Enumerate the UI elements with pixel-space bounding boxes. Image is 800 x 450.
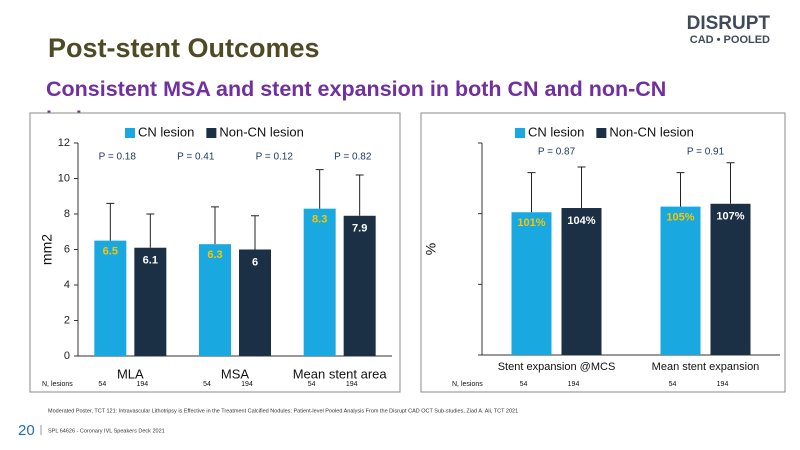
error-bar [676, 172, 685, 207]
error-bar [251, 215, 259, 250]
value-label: 6.1 [143, 255, 158, 267]
n-value: 54 [203, 381, 211, 388]
p-value: P = 0.12 [256, 152, 294, 163]
y-axis-label: mm2 [39, 234, 55, 265]
n-label: N, lesions [452, 381, 483, 388]
y-tick-label: 10 [58, 172, 70, 184]
value-label: 104% [567, 215, 595, 227]
n-value: 194 [346, 381, 358, 388]
y-tick-label: 4 [64, 279, 70, 291]
legend-label: Non-CN lesion [219, 124, 304, 139]
bar [710, 203, 751, 355]
n-value: 54 [520, 381, 528, 388]
n-value: 194 [136, 381, 148, 388]
p-value: P = 0.87 [538, 147, 576, 158]
x-tick-label: Mean stent area [293, 366, 388, 381]
value-label: 7.9 [352, 223, 367, 235]
p-value: P = 0.18 [99, 152, 137, 163]
n-value: 54 [308, 381, 316, 388]
n-value: 194 [241, 381, 253, 388]
n-value: 54 [98, 381, 106, 388]
bar [660, 206, 701, 355]
error-bar [211, 206, 219, 245]
logo-bottom: CAD • POOLED [690, 34, 770, 46]
error-bar [577, 166, 586, 209]
x-tick-label: Stent expansion @MCS [498, 361, 616, 373]
bar [239, 249, 271, 356]
value-label: 6.3 [207, 249, 222, 261]
value-label: 105% [666, 212, 694, 224]
n-value: 54 [669, 381, 677, 388]
value-label: 8.3 [312, 214, 327, 226]
value-label: 6 [252, 256, 258, 268]
y-tick-label: 12 [58, 137, 70, 149]
value-label: 6.5 [103, 246, 118, 258]
bar [511, 212, 552, 355]
legend-swatch [206, 128, 217, 138]
n-label: N, lesions [42, 381, 73, 388]
legend-swatch [125, 128, 135, 138]
p-value: P = 0.41 [177, 152, 215, 163]
y-axis-label: % [423, 243, 439, 255]
error-bar [146, 213, 155, 248]
reference: Moderated Poster, TCT 121: Intravascular… [48, 408, 518, 414]
legend-label: Non-CN lesion [609, 124, 694, 139]
doc-id: SPL 64626 - Coronary IVL Speakers Deck 2… [48, 428, 165, 434]
value-label: 101% [517, 217, 545, 229]
error-bar [315, 169, 324, 209]
x-tick-label: MLA [117, 366, 144, 381]
error-bar [527, 172, 536, 213]
y-tick-label: 2 [64, 314, 70, 326]
legend-swatch [596, 128, 607, 138]
value-label: 107% [716, 211, 744, 223]
legend-label: CN lesion [138, 124, 194, 139]
legend-swatch [515, 128, 525, 138]
bar [94, 240, 127, 356]
bar [134, 247, 167, 356]
bar [303, 208, 336, 356]
y-tick-label: 0 [64, 350, 70, 362]
error-bar [106, 202, 115, 241]
legend-label: CN lesion [528, 124, 584, 139]
bar [343, 215, 376, 356]
error-bar [355, 174, 364, 216]
y-tick-label: 8 [64, 208, 70, 220]
slide-title: Post-stent Outcomes [48, 33, 320, 63]
logo-top: DISRUPT [687, 13, 771, 34]
x-tick-label: Mean stent expansion [652, 361, 760, 373]
p-value: P = 0.82 [334, 152, 372, 163]
page-number: 20 [18, 422, 35, 439]
y-tick-label: 6 [64, 243, 70, 255]
n-value: 194 [568, 381, 580, 388]
n-value: 194 [717, 381, 729, 388]
bar [561, 208, 602, 355]
bar [199, 244, 231, 356]
error-bar [726, 162, 735, 204]
p-value: P = 0.91 [687, 147, 725, 158]
x-tick-label: MSA [221, 366, 250, 381]
